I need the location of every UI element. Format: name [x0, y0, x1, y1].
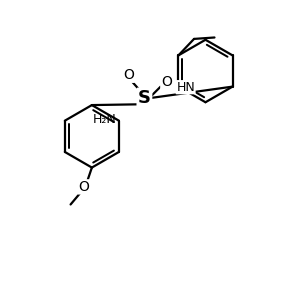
Text: S: S: [138, 89, 151, 107]
Text: O: O: [78, 180, 89, 194]
Text: O: O: [123, 68, 134, 82]
Text: O: O: [161, 75, 172, 89]
Text: HN: HN: [176, 81, 195, 94]
Text: H₂N: H₂N: [92, 113, 116, 126]
